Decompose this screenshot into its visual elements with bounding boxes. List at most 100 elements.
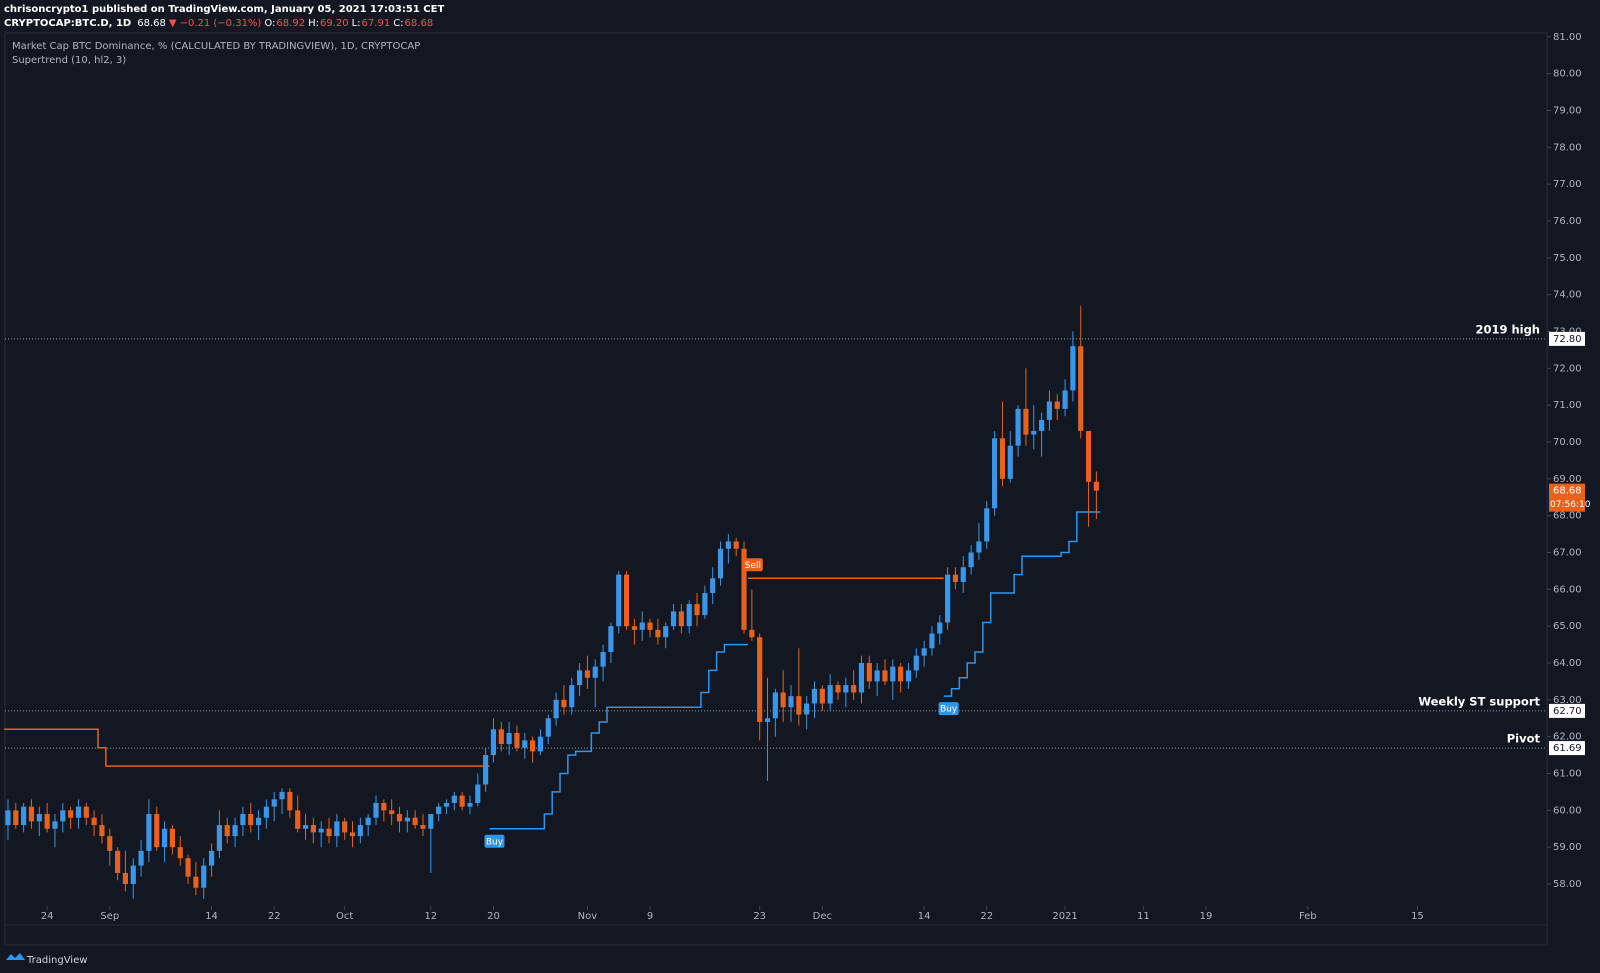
candle-body bbox=[694, 604, 700, 616]
y-tick-label: 65.00 bbox=[1553, 621, 1582, 632]
header-last: 68.68 bbox=[137, 18, 166, 29]
candle-body bbox=[655, 629, 661, 638]
candle-body bbox=[68, 810, 74, 818]
symbol: CRYPTOCAP:BTC.D, 1D bbox=[4, 18, 131, 29]
candle-body bbox=[224, 825, 230, 837]
signal-label: Buy bbox=[486, 837, 504, 847]
candle-body bbox=[91, 817, 97, 826]
candle-body bbox=[60, 810, 66, 822]
candle-body bbox=[396, 814, 403, 822]
y-tick-label: 74.00 bbox=[1553, 290, 1582, 301]
candle-body bbox=[44, 814, 50, 829]
candle-body bbox=[255, 817, 262, 826]
candle-body bbox=[999, 438, 1006, 479]
candle-body bbox=[318, 828, 324, 833]
candle-body bbox=[796, 696, 802, 715]
candle-body bbox=[811, 688, 818, 704]
candle-body bbox=[577, 670, 583, 686]
candle-body bbox=[827, 685, 833, 704]
x-tick-label: 22 bbox=[268, 911, 281, 922]
x-tick-label: Dec bbox=[813, 911, 832, 922]
candle-body bbox=[169, 828, 175, 848]
candle-body bbox=[326, 828, 332, 837]
candle-body bbox=[177, 847, 183, 859]
candle-body bbox=[960, 567, 966, 582]
candle-body bbox=[545, 718, 551, 737]
candle-body bbox=[929, 633, 935, 649]
level-name: 2019 high bbox=[1475, 322, 1540, 336]
signal-box bbox=[484, 834, 505, 848]
candle-body bbox=[232, 825, 238, 837]
candle-body bbox=[717, 548, 724, 579]
y-tick-label: 80.00 bbox=[1553, 69, 1582, 80]
candle-body bbox=[623, 574, 630, 627]
candle-body bbox=[365, 817, 371, 826]
candle-body bbox=[436, 806, 442, 815]
candle-body bbox=[686, 604, 692, 627]
supertrend-line bbox=[489, 643, 748, 830]
indicator-name: Supertrend (10, hl2, 3) bbox=[12, 55, 126, 66]
candle-body bbox=[984, 508, 990, 542]
supertrend bbox=[4, 511, 1101, 830]
signal: Buy bbox=[938, 702, 959, 716]
candle-body bbox=[835, 685, 841, 693]
candle-body bbox=[725, 541, 731, 549]
candle-body bbox=[107, 836, 113, 851]
header-o-label: O: bbox=[264, 18, 275, 29]
candle-body bbox=[130, 865, 136, 885]
candle-body bbox=[788, 696, 794, 708]
candle-body bbox=[115, 850, 121, 873]
header-o: 68.92 bbox=[276, 18, 305, 29]
candle-body bbox=[248, 814, 254, 826]
candle-body bbox=[757, 637, 763, 722]
candle-body bbox=[858, 663, 865, 693]
candle-body bbox=[404, 817, 410, 822]
candle-body bbox=[373, 802, 379, 818]
candle-body bbox=[561, 699, 567, 708]
supertrend-line bbox=[4, 728, 490, 767]
x-tick-label: 12 bbox=[424, 911, 437, 922]
candle-body bbox=[843, 685, 849, 693]
countdown: 07:56:10 bbox=[1550, 500, 1591, 510]
candle-body bbox=[161, 828, 168, 848]
candle-body bbox=[553, 699, 559, 719]
candle-body bbox=[483, 755, 489, 785]
candle-body bbox=[678, 611, 684, 627]
candle-body bbox=[21, 806, 27, 826]
candle-body bbox=[866, 663, 872, 682]
level-price-box bbox=[1549, 703, 1585, 718]
x-tick-label: 23 bbox=[753, 911, 766, 922]
signal-label: Sell bbox=[745, 561, 761, 571]
y-tick-label: 59.00 bbox=[1553, 842, 1582, 853]
candle-body bbox=[498, 729, 504, 745]
x-tick-label: 15 bbox=[1411, 911, 1424, 922]
x-tick-label: Feb bbox=[1299, 911, 1317, 922]
signal-box bbox=[938, 702, 959, 716]
candle-body bbox=[1078, 346, 1084, 431]
signal: Buy bbox=[484, 834, 505, 848]
candle-body bbox=[279, 791, 285, 800]
chart-title: Market Cap BTC Dominance, % (CALCULATED … bbox=[12, 41, 420, 52]
y-tick-label: 60.00 bbox=[1553, 805, 1582, 816]
candle-body bbox=[381, 802, 387, 811]
last-price: 68.68 bbox=[1553, 486, 1582, 497]
header-l-label: L: bbox=[352, 18, 361, 29]
candle-body bbox=[710, 578, 716, 594]
x-tick-label: Nov bbox=[578, 911, 598, 922]
level-price-box bbox=[1549, 331, 1585, 346]
header-l: 67.91 bbox=[362, 18, 391, 29]
header-c: 68.68 bbox=[405, 18, 434, 29]
candle-body bbox=[302, 825, 309, 829]
candle-body bbox=[5, 810, 11, 826]
y-tick-label: 69.00 bbox=[1553, 474, 1582, 485]
candle-body bbox=[490, 729, 497, 756]
y-tick-label: 64.00 bbox=[1553, 658, 1582, 669]
candle-body bbox=[804, 703, 810, 715]
candle-body bbox=[185, 858, 191, 877]
candle-body bbox=[389, 810, 395, 815]
signal-label: Buy bbox=[940, 705, 958, 715]
candle-body bbox=[631, 626, 637, 630]
x-tick-label: Sep bbox=[100, 911, 119, 922]
y-tick-label: 71.00 bbox=[1553, 400, 1582, 411]
candle-body bbox=[898, 666, 904, 682]
